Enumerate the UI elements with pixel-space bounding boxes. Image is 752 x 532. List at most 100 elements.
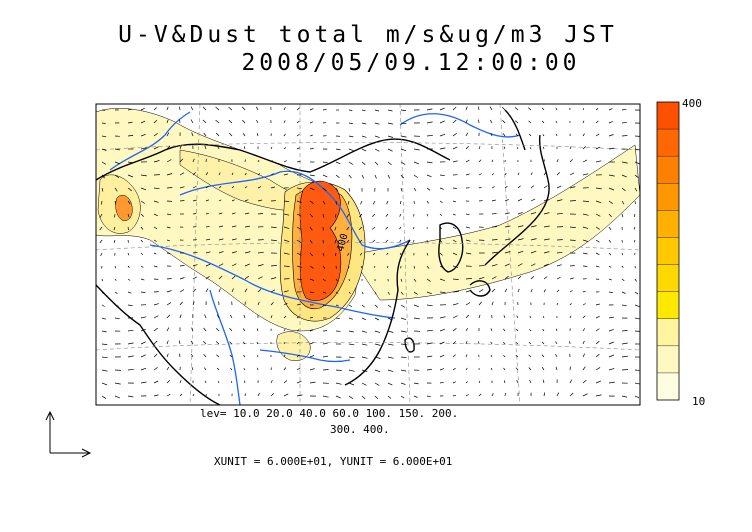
colorbar-max-label: 400 [682,97,702,110]
wind-arrow [491,173,494,176]
wind-arrow [179,301,183,306]
wind-arrow [322,200,326,205]
wind-arrow [621,330,628,332]
wind-arrow [530,238,537,241]
chart-datetime: 2008/05/09.12:00:00 [241,50,581,76]
wind-arrow [335,187,339,192]
wind-arrow [346,226,350,231]
wind-arrow [270,226,277,228]
colorbar-swatch [657,129,679,157]
wind-arrow [347,200,350,205]
wind-arrow [517,225,524,228]
wind-arrow [218,275,223,280]
wind-arrow [203,327,207,332]
wind-arrow [242,341,246,345]
wind-arrow [166,106,169,111]
wind-arrow [296,303,301,306]
wind-arrow [127,252,130,256]
wind-arrow [270,315,273,319]
wind-arrow [153,200,159,203]
wind-arrow [361,291,364,295]
wind-arrow [452,341,457,345]
graticule [96,104,640,405]
wind-arrow [582,120,585,124]
wind-arrow [153,119,158,124]
wind-arrow [517,250,524,254]
wind-arrow [556,159,559,163]
wind-arrow [179,393,183,397]
wind-arrow [413,200,415,204]
wind-arrow [270,393,275,397]
wind-arrow [387,330,394,333]
wind-arrow [204,367,207,371]
wind-arrow [296,329,300,332]
wind-arrow [374,291,377,295]
wind-arrow [153,353,158,358]
wind-arrow [229,341,233,345]
wind-arrow [595,239,600,243]
wind-arrow [426,200,429,204]
wind-arrow [179,158,184,163]
wind-arrow [491,186,495,189]
wind-arrow [190,106,194,111]
wind-arrow [374,122,380,125]
wind-arrow [257,276,263,280]
wind-arrow [309,278,315,281]
wind-arrow [426,265,430,269]
wind-arrow [556,302,559,306]
wind-arrow [192,393,195,397]
wind-arrow [348,278,350,282]
wind-arrow [503,380,506,384]
wind-arrow [166,353,169,358]
wind-arrow [387,174,391,179]
wind-arrow [309,187,315,191]
wind-arrow [452,160,458,163]
colorbar [656,101,680,401]
wind-arrow [465,173,470,176]
wind-arrow [465,213,470,216]
wind-arrow [372,213,376,218]
wind-arrow [244,288,248,293]
wind-arrow [101,187,104,192]
wind-arrow [634,187,638,192]
wind-arrow [283,341,286,345]
wind-arrow [348,382,355,386]
wind-arrow [101,304,105,307]
wind-arrow [153,367,158,371]
wind-arrow [426,291,432,295]
wind-arrow [621,108,627,111]
wind-arrow [166,239,170,242]
wind-arrow [595,160,602,163]
wind-arrow [452,328,457,332]
wind-arrow [503,146,506,150]
wind-arrow [270,265,277,267]
dust-shading [96,108,640,361]
wind-arrow [140,107,145,111]
wind-arrow [218,212,223,215]
wind-arrow [101,122,106,124]
wind-arrow [192,276,198,280]
wind-arrow [426,121,433,124]
wind-arrow [595,380,602,384]
wind-arrow [101,382,108,386]
wind-arrow [491,393,494,397]
wind-arrow [555,107,558,111]
wind-arrow [387,343,394,346]
wind-arrow [439,174,445,177]
wind-vectors [99,106,640,400]
wind-arrow [582,393,588,397]
map-frame [95,103,641,406]
wind-arrow [270,289,276,293]
wind-arrow [387,369,394,372]
wind-arrow [529,329,532,332]
wind-arrow [257,186,262,189]
wind-arrow [595,394,602,397]
wind-arrow [114,148,121,151]
wind-arrow [556,276,561,280]
wind-arrow [569,200,576,202]
wind-arrow [114,317,120,320]
wind-arrow [452,187,457,189]
wind-arrow [309,121,314,124]
wind-arrow [140,265,144,268]
wind-arrow [127,355,134,358]
